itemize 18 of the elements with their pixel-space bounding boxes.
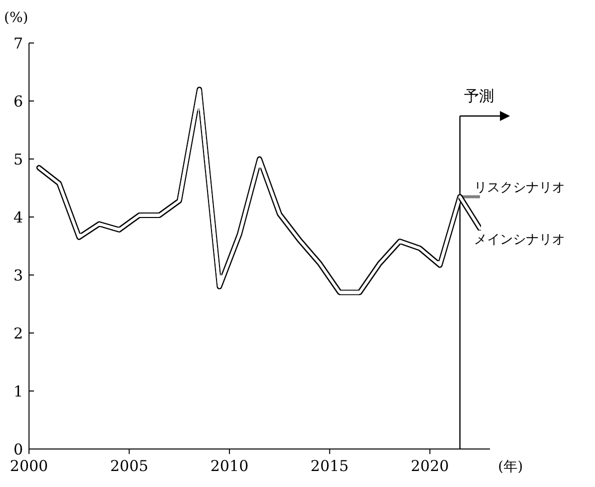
y-tick-label: 7: [13, 34, 23, 52]
x-axis-title: (年): [498, 459, 523, 475]
y-tick-label: 1: [13, 382, 23, 400]
y-tick-label: 4: [13, 208, 23, 226]
x-tick-label: 2010: [210, 457, 249, 475]
series-label: リスクシナリオ: [474, 180, 565, 196]
series-label: メインシナリオ: [474, 232, 565, 248]
y-tick-label: 3: [13, 266, 23, 284]
y-axis-title: (%): [4, 10, 28, 26]
x-tick-label: 2020: [410, 457, 449, 475]
x-tick-label: 2015: [310, 457, 349, 475]
ref-line-label: 予測: [464, 87, 494, 105]
x-tick-label: 2005: [110, 457, 148, 475]
y-tick-label: 0: [13, 440, 23, 458]
y-tick-label: 2: [13, 324, 23, 342]
y-tick-label: 5: [13, 150, 23, 168]
y-tick-label: 6: [13, 92, 23, 110]
x-tick-label: 2000: [10, 457, 48, 475]
